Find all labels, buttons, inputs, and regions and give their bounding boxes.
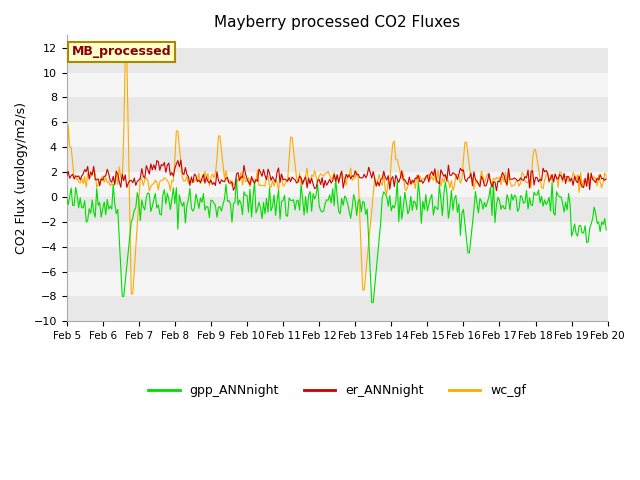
Bar xyxy=(67,272,608,296)
Y-axis label: CO2 Flux (urology/m2/s): CO2 Flux (urology/m2/s) xyxy=(15,102,28,254)
Bar xyxy=(67,122,608,147)
Text: MB_processed: MB_processed xyxy=(72,45,172,59)
Title: Mayberry processed CO2 Fluxes: Mayberry processed CO2 Fluxes xyxy=(214,15,460,30)
Legend: gpp_ANNnight, er_ANNnight, wc_gf: gpp_ANNnight, er_ANNnight, wc_gf xyxy=(143,379,531,402)
Bar xyxy=(67,296,608,321)
Bar xyxy=(67,147,608,172)
Bar xyxy=(67,48,608,72)
Bar xyxy=(67,172,608,197)
Bar xyxy=(67,97,608,122)
Bar xyxy=(67,197,608,222)
Bar xyxy=(67,247,608,272)
Bar xyxy=(67,72,608,97)
Bar xyxy=(67,222,608,247)
